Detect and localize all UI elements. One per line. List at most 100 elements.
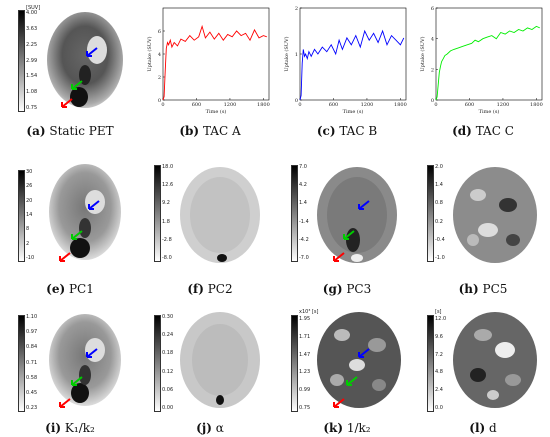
tac-c-chart: 0 2 4 6 0 600 1200 1800 Time (s) Uptake (SUV) <box>419 6 543 115</box>
colorbar-tick-label: -1.0 <box>435 255 445 261</box>
plot-frame <box>435 7 543 101</box>
colorbar-a <box>18 10 25 112</box>
arrow-green-icon <box>71 376 83 386</box>
arrow-blue-icon <box>86 348 98 358</box>
panel-h: 2.0 1.4 0.8 0.2 -0.4 -1.0 <box>413 160 550 270</box>
x-tick-label: 600 <box>329 102 339 108</box>
brain-image-k <box>317 312 401 408</box>
y-tick-label: 1 <box>295 52 298 58</box>
panel-a: [SUV] 4.00 3.63 2.25 2.99 1.54 1.08 0.75 <box>0 0 140 140</box>
colorbar-tick-label: 0.71 <box>26 359 38 366</box>
colorbar-g <box>291 165 298 262</box>
colorbar-tick-label: 0.75 <box>26 105 38 111</box>
colorbar-tick-label: 4.8 <box>435 369 443 376</box>
brain-image-g <box>317 167 397 263</box>
arrow-blue-icon <box>358 348 370 358</box>
colorbar-tick-label: 14 <box>26 212 33 218</box>
x-tick-label: 1200 <box>224 102 237 108</box>
colorbar-f <box>154 165 161 262</box>
colorbar-h <box>427 165 434 262</box>
arrow-blue-icon <box>358 200 370 210</box>
colorbar-tick-label: 0.58 <box>26 374 38 381</box>
colorbar-tick-label: 0.24 <box>162 332 174 339</box>
colorbar-tick-label: 0.45 <box>26 389 38 396</box>
arrow-red-icon <box>333 398 345 408</box>
tac-b-chart: 0 1 2 0 600 1200 1800 Time (s) Uptake (SUV) <box>283 6 407 115</box>
x-tick-label: 1800 <box>394 102 407 108</box>
arrow-blue-icon <box>88 200 100 210</box>
caption-a: (a) Static PET <box>26 124 114 138</box>
arrow-green-icon <box>346 376 358 386</box>
colorbar-tick-label: 9.2 <box>162 200 170 207</box>
colorbar-tick-label: 1.8 <box>162 218 170 225</box>
colorbar-tick-label: 20 <box>26 197 33 204</box>
caption-d: (d) TAC C <box>452 124 514 138</box>
colorbar-tick-label: 0.23 <box>26 405 38 411</box>
caption-e: (e) PC1 <box>46 282 94 296</box>
y-axis-label: Uptake (SUV) <box>146 36 153 71</box>
colorbar-tick-label: -7.0 <box>299 255 309 261</box>
colorbar-tick-label: 2.99 <box>26 57 38 64</box>
colorbar-tick-label: 0.97 <box>26 329 38 336</box>
colorbar-tick-label: 1.95 <box>299 316 311 322</box>
caption-b: (b) TAC A <box>179 124 241 138</box>
colorbar-tick-label: 0.8 <box>435 200 443 207</box>
colorbar-tick-label: 3.63 <box>26 25 38 32</box>
colorbar-tick-label: 1.54 <box>26 73 38 80</box>
caption-f: (f) PC2 <box>187 282 233 296</box>
colorbar-l <box>427 315 434 412</box>
colorbar-tick-label: 0.30 <box>162 314 174 320</box>
colorbar-tick-label: 1.4 <box>299 200 307 207</box>
colorbar-tick-label: 12.6 <box>162 182 174 189</box>
colorbar-tick-label: 1.08 <box>26 89 38 96</box>
caption-g: (g) PC3 <box>322 282 372 296</box>
colorbar-tick-label: -4.2 <box>299 236 309 243</box>
colorbar-tick-label: 1.71 <box>299 333 311 340</box>
arrow-red-icon <box>333 252 345 262</box>
brain-image-f <box>180 167 260 263</box>
colorbar-tick-label: 0.84 <box>26 344 38 351</box>
colorbar-tick-label: 2.25 <box>26 41 38 48</box>
colorbar-tick-label: 12.0 <box>435 316 447 322</box>
plot-frame <box>299 7 407 101</box>
panel-g: 7.0 4.2 1.4 -1.4 -4.2 -7.0 <box>277 160 414 270</box>
colorbar-tick-label: 30 <box>26 169 33 175</box>
colorbar-tick-label: 8 <box>26 226 30 233</box>
arrow-green-icon <box>71 80 83 90</box>
x-tick-label: 600 <box>192 102 202 108</box>
colorbar-tick-label: 0.12 <box>162 368 174 375</box>
caption-j: (j) α <box>196 421 224 435</box>
y-axis-label: Uptake (SUV) <box>419 36 426 71</box>
colorbar-e <box>18 170 25 262</box>
colorbar-tick-label: 2.0 <box>435 164 443 170</box>
y-tick-label: 2 <box>295 6 298 12</box>
colorbar-i <box>18 315 25 412</box>
brain-image-e <box>49 164 121 260</box>
y-tick-label: 0 <box>158 98 161 104</box>
colorbar-a-unit: [SUV] <box>26 5 41 11</box>
colorbar-j <box>154 315 161 412</box>
y-axis-label: Uptake (SUV) <box>283 36 290 71</box>
y-tick-label: 6 <box>158 29 161 35</box>
y-tick-label: 2 <box>431 67 434 73</box>
x-tick-label: 1200 <box>361 102 374 108</box>
brain-image-a <box>47 12 123 108</box>
x-axis-label: Time (s) <box>343 108 364 115</box>
colorbar-tick-label: 0.0 <box>435 405 443 411</box>
arrow-blue-icon <box>86 47 98 57</box>
colorbar-tick-label: 7.2 <box>435 351 443 358</box>
panel-i: 1.10 0.97 0.84 0.71 0.58 0.45 0.23 <box>0 310 140 415</box>
panel-e: 30 26 20 14 8 2 -10 <box>0 160 140 270</box>
arrow-red-icon <box>59 252 71 262</box>
caption-i: (i) K₁/k₂ <box>45 421 95 435</box>
arrow-green-icon <box>71 230 83 240</box>
caption-l: (l) d <box>469 421 497 435</box>
tac-a-chart: 0 2 4 6 0 600 1200 1800 Time (s) Uptake (SUV) <box>146 7 270 115</box>
x-tick-label: 0 <box>298 102 301 108</box>
colorbar-tick-label: 0.99 <box>299 387 311 394</box>
x-tick-label: 1200 <box>497 102 510 108</box>
colorbar-tick-label: 9.6 <box>435 333 443 340</box>
colorbar-tick-label: -2.8 <box>162 236 172 243</box>
colorbar-k <box>291 315 298 412</box>
